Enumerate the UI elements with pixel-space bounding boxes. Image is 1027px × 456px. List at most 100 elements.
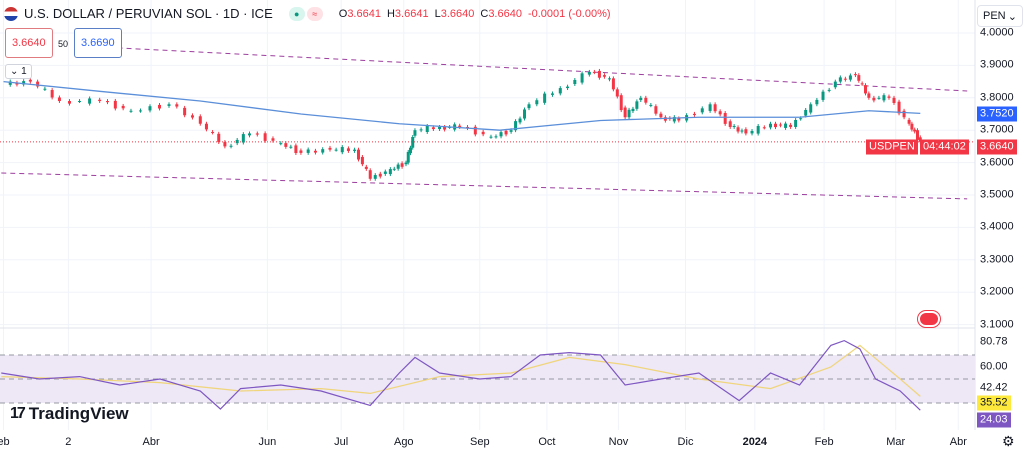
price-tick: 3.3000 xyxy=(980,253,1014,266)
candle-body xyxy=(740,130,744,132)
price-tick: 3.1000 xyxy=(980,318,1014,331)
candle-body xyxy=(247,133,251,136)
candle-body xyxy=(328,147,332,150)
usd-pen-flag-icon xyxy=(4,6,18,21)
candle-body xyxy=(504,130,508,135)
time-tick: Oct xyxy=(538,436,556,448)
candle-body xyxy=(22,81,26,85)
candle-body xyxy=(768,123,772,128)
price-tick: 3.4000 xyxy=(980,220,1014,233)
candle-body xyxy=(334,149,338,151)
candle-body xyxy=(732,125,736,127)
approx-icon[interactable]: ≈ xyxy=(306,6,323,21)
candle-body xyxy=(481,131,485,135)
candle-body xyxy=(494,136,498,138)
time-tick: Dic xyxy=(677,436,694,448)
candle-body xyxy=(198,116,202,124)
candle-body xyxy=(306,149,310,153)
candle-body xyxy=(872,97,876,101)
ma50-line xyxy=(3,80,921,131)
candle-body xyxy=(736,127,740,132)
tradingview-logo[interactable]: 17 TradingView xyxy=(10,404,129,423)
time-tick: Abr xyxy=(949,436,967,448)
chevron-down-icon: ⌄ xyxy=(10,66,22,77)
candle-body xyxy=(489,136,493,138)
price-tick: 3.8000 xyxy=(980,91,1014,104)
events-flags-icon[interactable] xyxy=(918,311,940,327)
candle-body xyxy=(411,137,415,148)
candle-body xyxy=(183,107,187,116)
market-status-icon[interactable]: ● xyxy=(288,6,305,21)
symbol-header: U.S. DOLLAR / PERUVIAN SOL · 1D · ICE ● ≈… xyxy=(4,6,611,21)
candle-body xyxy=(558,88,562,94)
candle-body xyxy=(718,111,722,115)
candle-body xyxy=(750,131,754,134)
candle-body xyxy=(804,109,808,116)
currency-select[interactable]: PEN ⌄ xyxy=(977,5,1023,27)
candle-body xyxy=(723,113,727,124)
candle-body xyxy=(535,100,539,105)
candle-body xyxy=(458,125,462,127)
candle-body xyxy=(644,97,648,103)
time-tick: eb xyxy=(0,436,10,448)
candle-body xyxy=(913,129,917,132)
candle-body xyxy=(827,89,831,91)
candle-body xyxy=(907,119,911,124)
candle-body xyxy=(284,143,288,147)
rsi-line xyxy=(1,339,921,411)
rsi-tick: 60.00 xyxy=(980,360,1008,373)
candle-body xyxy=(263,133,267,141)
settings-gear-icon[interactable]: ⚙ xyxy=(1002,433,1015,449)
candle-body xyxy=(36,81,40,87)
candle-body xyxy=(28,79,32,82)
ma-period: 50 xyxy=(58,39,69,49)
candle-body xyxy=(438,126,442,130)
candle-body xyxy=(833,81,837,88)
candle-body xyxy=(190,115,194,118)
candle-body xyxy=(860,83,864,85)
candle-body xyxy=(425,125,429,132)
candle-body xyxy=(892,97,896,103)
candle-body xyxy=(346,148,350,151)
rsi-tick: 80.78 xyxy=(980,335,1008,348)
candle-body xyxy=(587,71,591,75)
candle-body xyxy=(728,121,732,127)
candle-body xyxy=(57,97,61,102)
candle-body xyxy=(514,121,518,131)
candle-body xyxy=(566,86,570,89)
time-tick: Nov xyxy=(608,436,629,448)
indicator-value-left[interactable]: 3.6640 xyxy=(5,28,53,58)
indicator-value-right[interactable]: 3.6690 xyxy=(74,28,122,58)
candle-body xyxy=(43,88,47,90)
time-tick: Jun xyxy=(258,436,277,448)
candle-body xyxy=(882,95,886,101)
candle-body xyxy=(167,104,171,106)
time-tick: Ago xyxy=(393,436,414,448)
collapse-indicators-button[interactable]: ⌄ 1 xyxy=(5,64,32,79)
candle-body xyxy=(408,147,412,154)
candle-body xyxy=(607,78,611,80)
candle-body xyxy=(356,149,360,160)
candle-body xyxy=(400,163,404,167)
candle-body xyxy=(649,104,653,106)
candle-body xyxy=(902,110,906,118)
candle-body xyxy=(509,130,513,132)
countdown: 04:44:02 xyxy=(920,139,969,155)
channel-upper-line xyxy=(117,47,968,92)
candle-body xyxy=(789,124,793,127)
rsi-badge: 24.03 xyxy=(977,412,1011,428)
candle-body xyxy=(713,104,717,112)
candle-body xyxy=(223,142,227,147)
candle-body xyxy=(368,170,372,179)
symbol-title[interactable]: U.S. DOLLAR / PERUVIAN SOL · 1D · ICE xyxy=(24,6,273,21)
candle-body xyxy=(597,70,601,78)
candle-body xyxy=(406,151,410,163)
candle-body xyxy=(499,132,503,137)
candle-body xyxy=(299,150,303,153)
change-value: -0.0001 (-0.00%) xyxy=(527,7,611,20)
candle-body xyxy=(431,127,435,130)
candle-body xyxy=(241,134,245,143)
candle-body xyxy=(543,93,547,103)
candle-body xyxy=(121,105,125,109)
